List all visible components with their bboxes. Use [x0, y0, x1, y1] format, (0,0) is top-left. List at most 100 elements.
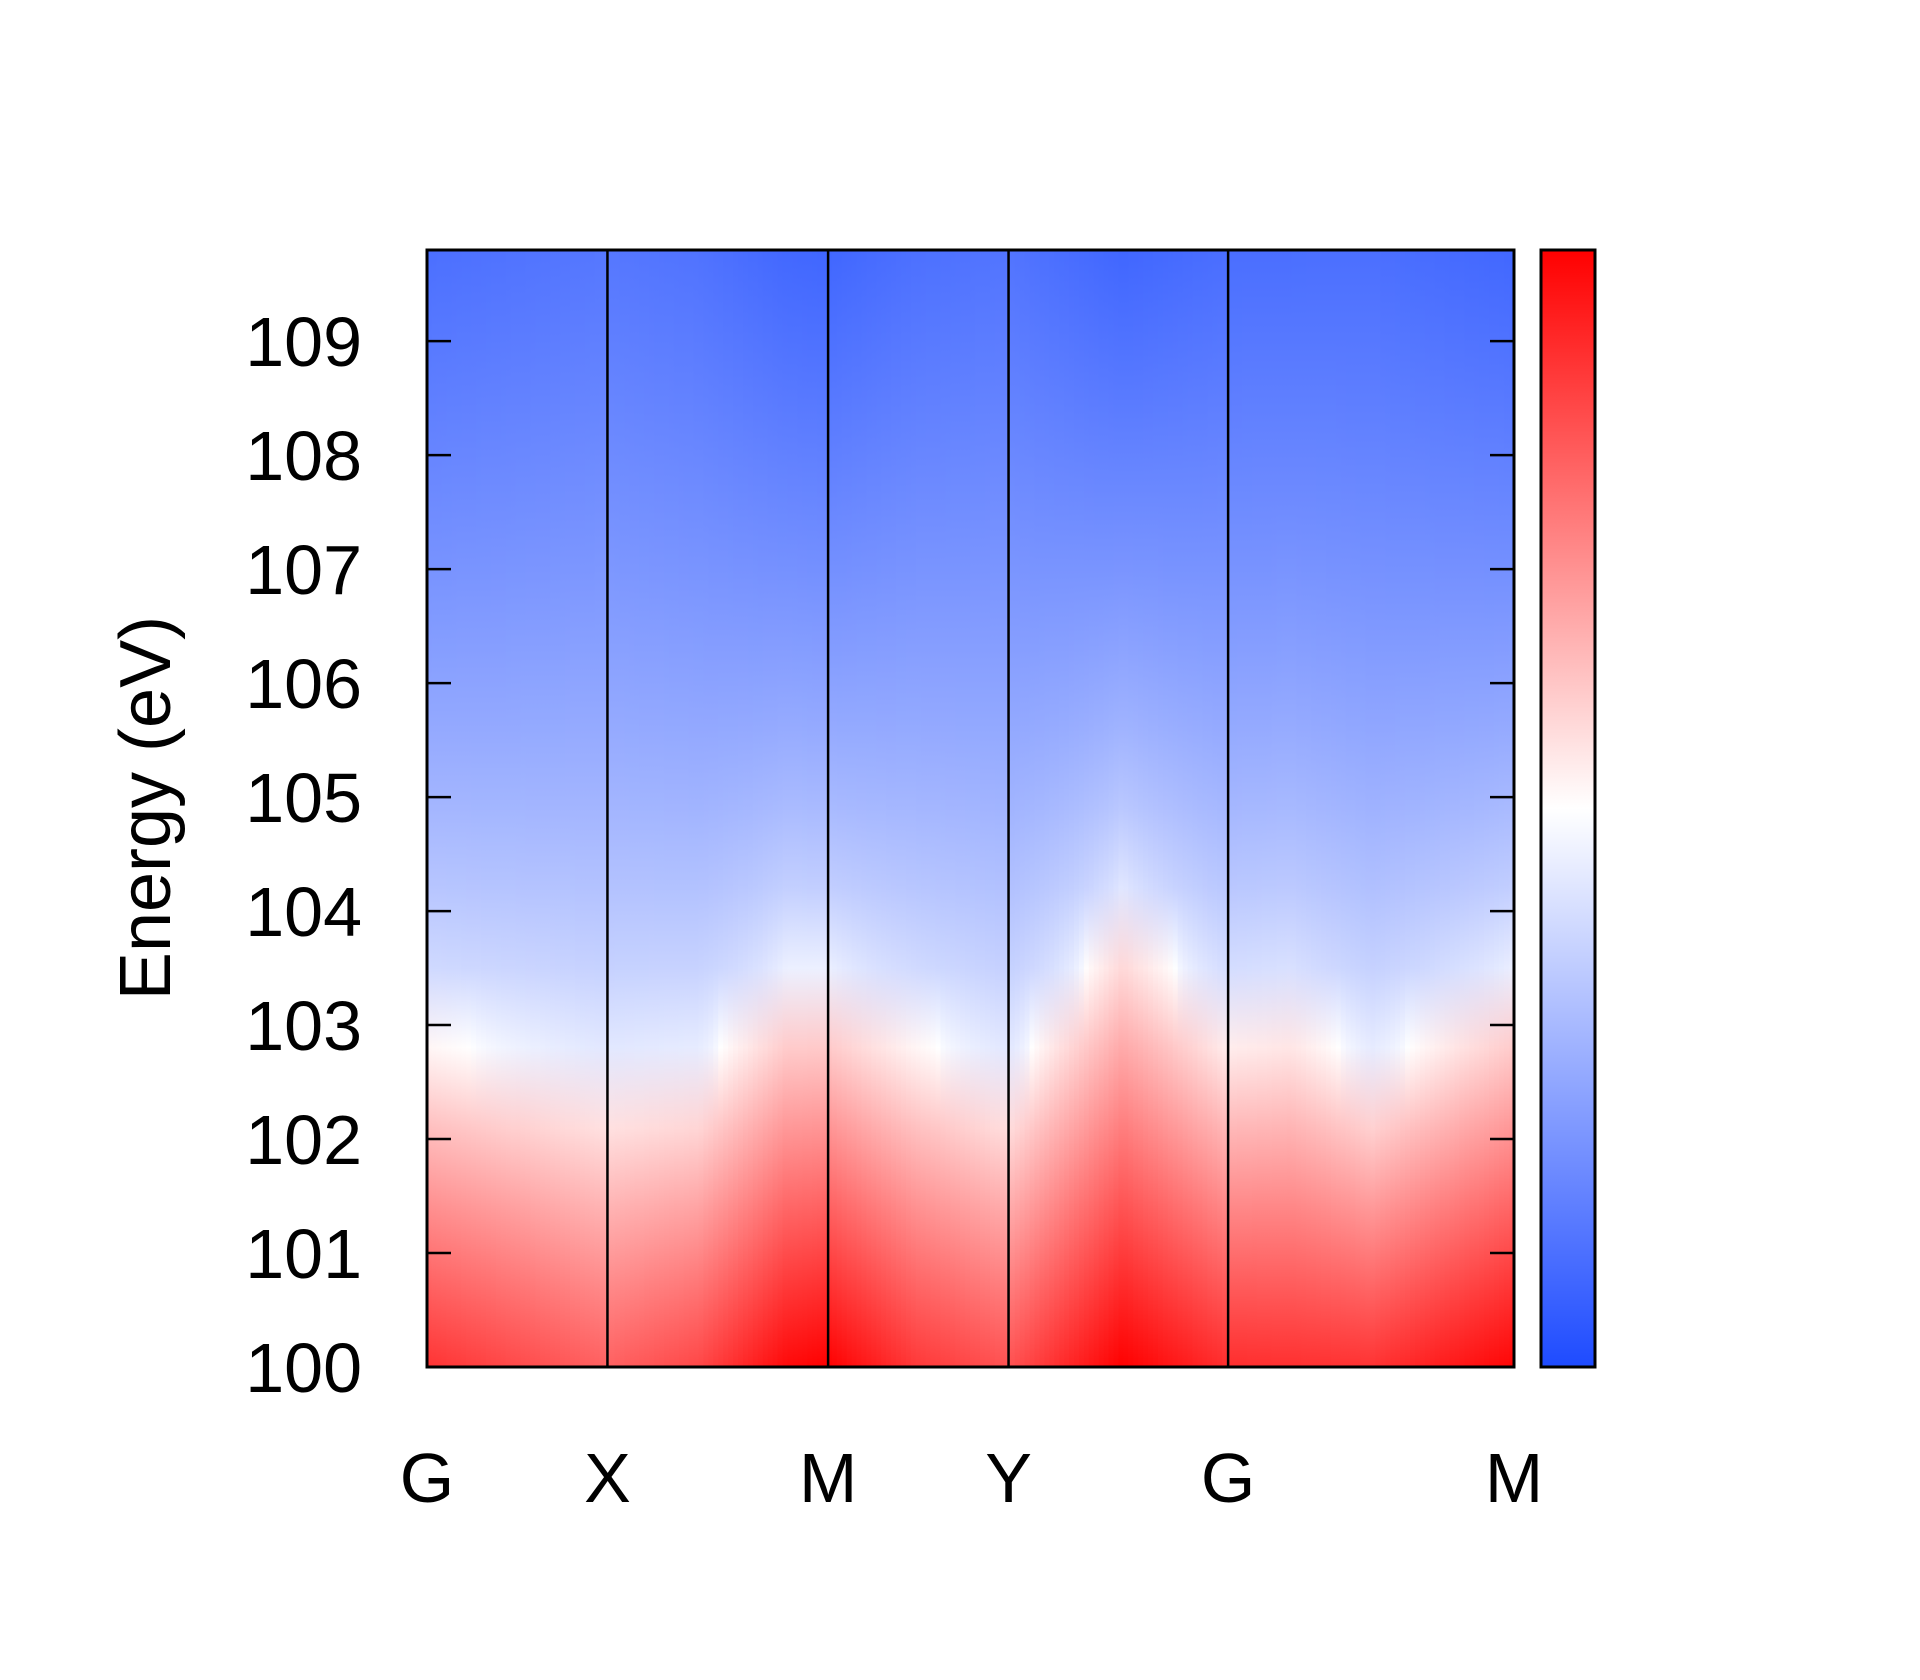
heatmap-strip — [1311, 250, 1317, 1367]
heatmap-strip — [747, 250, 754, 1367]
heatmap-strip — [1073, 250, 1080, 1367]
heatmap-strip — [1459, 250, 1465, 1367]
heatmap-strip — [1261, 250, 1268, 1367]
heatmap-strip — [629, 250, 635, 1367]
heatmap-strip — [1182, 250, 1189, 1367]
heatmap-strip — [846, 250, 853, 1367]
heatmap-strip — [456, 250, 462, 1367]
y-tick-label: 102 — [245, 1101, 362, 1179]
heatmap-strip — [787, 250, 793, 1367]
heatmap-strip — [1088, 250, 1095, 1367]
heatmap-strip — [1148, 250, 1154, 1367]
heatmap-strip — [1380, 250, 1386, 1367]
heatmap-strip — [925, 250, 932, 1367]
heatmap-strip — [515, 250, 522, 1367]
heatmap-strip — [1493, 250, 1500, 1367]
heatmap-strip — [678, 250, 685, 1367]
heatmap-strip — [1153, 250, 1159, 1367]
heatmap-strip — [1123, 250, 1129, 1367]
heatmap-strip — [1444, 250, 1451, 1367]
heatmap-strip — [584, 250, 591, 1367]
heatmap-strip — [624, 250, 630, 1367]
heatmap-strip — [955, 250, 961, 1367]
heatmap-strip — [495, 250, 502, 1367]
heatmap-strip — [1409, 250, 1416, 1367]
heatmap-strip — [466, 250, 472, 1367]
heatmap-image — [427, 250, 1514, 1367]
heatmap-strip — [1365, 250, 1372, 1367]
heatmap-strip — [1325, 250, 1332, 1367]
heatmap-strip — [1464, 250, 1470, 1367]
heatmap-strip — [1469, 250, 1475, 1367]
heatmap-strip — [471, 250, 477, 1367]
heatmap-strip — [831, 250, 838, 1367]
heatmap-strip — [881, 250, 887, 1367]
heatmap-strip — [693, 250, 700, 1367]
heatmap-strip — [510, 250, 517, 1367]
heatmap-strip — [574, 250, 581, 1367]
heatmap-strip — [920, 250, 927, 1367]
high-symmetry-lines — [606, 250, 1230, 1367]
heatmap-strip — [1350, 250, 1357, 1367]
heatmap-strip — [1093, 250, 1100, 1367]
heatmap-strip — [1454, 250, 1460, 1367]
heatmap-strip — [1014, 250, 1021, 1367]
x-tick-label: G — [1201, 1439, 1255, 1517]
heatmap-strip — [1489, 250, 1495, 1367]
heatmap-strip — [797, 250, 803, 1367]
heatmap-strip — [876, 250, 882, 1367]
heatmap-strip — [1508, 250, 1514, 1367]
heatmap-strip — [871, 250, 877, 1367]
heatmap-strip — [1083, 250, 1090, 1367]
heatmap-strip — [1108, 250, 1115, 1367]
heatmap-strip — [609, 250, 616, 1367]
heatmap-strip — [980, 250, 986, 1367]
heatmap-strip — [782, 250, 788, 1367]
heatmap-strip — [723, 250, 729, 1367]
heatmap-strip — [1419, 250, 1426, 1367]
heatmap-strip — [826, 250, 833, 1367]
heatmap-strip — [940, 250, 947, 1367]
heatmap-strip — [619, 250, 625, 1367]
heatmap-strip — [728, 250, 734, 1367]
heatmap-strip — [1340, 250, 1347, 1367]
heatmap-strip — [525, 250, 532, 1367]
heatmap-strip — [762, 250, 769, 1367]
heatmap-strip — [733, 250, 739, 1367]
heatmap-strip — [589, 250, 596, 1367]
heatmap-strip — [1301, 250, 1307, 1367]
heatmap-strip — [1207, 250, 1213, 1367]
heatmap-strip — [485, 250, 492, 1367]
heatmap-strip — [767, 250, 774, 1367]
heatmap-strip — [446, 250, 452, 1367]
heatmap-strip — [688, 250, 695, 1367]
heatmap-strip — [1187, 250, 1194, 1367]
heatmap-strip — [1266, 250, 1273, 1367]
heatmap-strip — [683, 250, 690, 1367]
heatmap-strip — [1059, 250, 1065, 1367]
heatmap-strip — [1128, 250, 1134, 1367]
heatmap-strip — [817, 250, 823, 1367]
heatmap-strip — [614, 250, 620, 1367]
heatmap-strip — [945, 250, 952, 1367]
heatmap-strip — [1484, 250, 1490, 1367]
heatmap-strip — [1306, 250, 1312, 1367]
heatmap-strip — [994, 250, 1001, 1367]
heatmap-strip — [851, 250, 858, 1367]
y-tick-label: 101 — [245, 1215, 362, 1293]
heatmap-strip — [1479, 250, 1485, 1367]
heatmap-strip — [807, 250, 813, 1367]
heatmap-strip — [1434, 250, 1441, 1367]
heatmap-strip — [1143, 250, 1149, 1367]
heatmap-strip — [1167, 250, 1174, 1367]
heatmap-strip — [965, 250, 971, 1367]
y-tick-label: 105 — [245, 759, 362, 837]
heatmap-strip — [1049, 250, 1055, 1367]
heatmap-strip — [1039, 250, 1045, 1367]
heatmap-strip — [1019, 250, 1026, 1367]
heatmap-strip — [1009, 250, 1016, 1367]
heatmap-strip — [1034, 250, 1040, 1367]
heatmap-strip — [427, 250, 433, 1367]
plot-frame — [425, 248, 1516, 1369]
